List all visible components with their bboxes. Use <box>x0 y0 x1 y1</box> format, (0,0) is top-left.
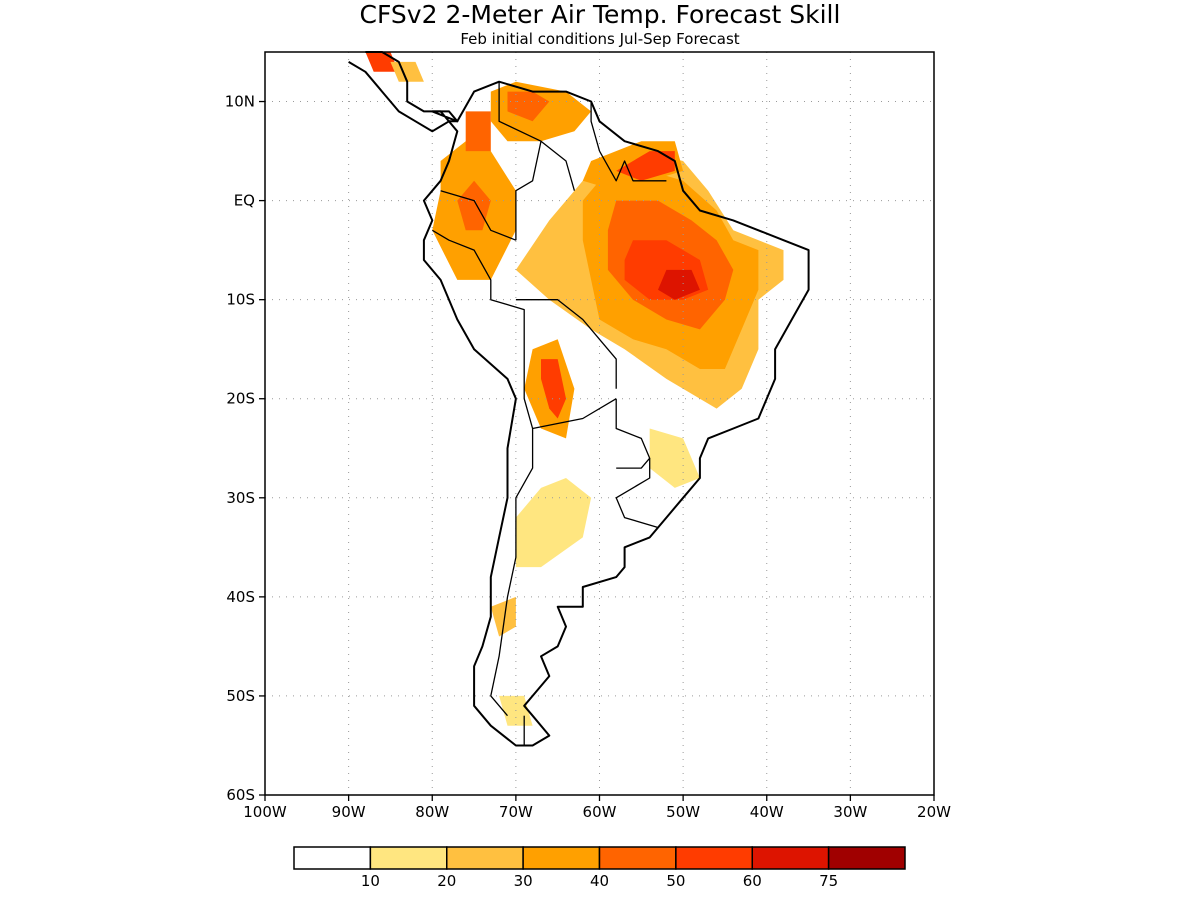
y-tick-label-7: 60S <box>226 786 255 804</box>
skill-region-19 <box>465 111 491 152</box>
border-line-4 <box>440 190 517 241</box>
x-tick-label-2: 80W <box>415 803 449 821</box>
border-line-2 <box>590 101 601 152</box>
legend-swatch-2 <box>446 846 524 870</box>
y-tick-label-3: 20S <box>226 390 255 408</box>
legend-swatch-5 <box>675 846 753 870</box>
legend-label-0: 10 <box>361 872 380 890</box>
central-america-coastline <box>348 51 459 133</box>
legend-swatch-7 <box>827 846 906 870</box>
skill-region-4 <box>658 269 700 300</box>
skill-region-10 <box>507 91 550 122</box>
skill-region-14 <box>649 428 700 488</box>
y-tick-label-5: 40S <box>226 588 255 606</box>
x-tick-label-4: 60W <box>583 803 617 821</box>
x-tick-label-7: 30W <box>833 803 867 821</box>
plot-area <box>264 51 935 796</box>
country-borders <box>431 81 667 746</box>
south-america-coastline <box>422 80 810 747</box>
legend-swatch-6 <box>751 846 830 870</box>
x-tick-label-8: 20W <box>917 803 951 821</box>
skill-region-8 <box>457 180 491 231</box>
color-legend: 10 20 30 40 50 60 75 <box>293 846 906 890</box>
skill-region-12 <box>541 359 566 419</box>
border-line-10 <box>490 428 534 717</box>
legend-swatch-1 <box>369 846 448 870</box>
y-tick-label-1: EQ <box>234 192 255 210</box>
x-tick-label-6: 40W <box>750 803 784 821</box>
skill-region-6 <box>616 151 675 181</box>
map-subtitle: Feb initial conditions Jul-Sep Forecast <box>460 30 739 48</box>
legend-swatch-4 <box>598 846 677 870</box>
legend-label-6: 75 <box>819 872 838 890</box>
skill-region-15 <box>490 596 516 637</box>
legend-label-3: 40 <box>590 872 609 890</box>
x-tick-label-3: 70W <box>499 803 533 821</box>
skill-region-18 <box>390 61 424 82</box>
legend-label-1: 20 <box>437 872 456 890</box>
legend-label-5: 60 <box>743 872 762 890</box>
y-tick-label-2: 10S <box>226 291 255 309</box>
x-axis-ticks: 100W 90W 80W 70W 60W 50W 40W 30W 20W <box>243 795 951 821</box>
legend-swatch-0 <box>293 846 372 870</box>
border-line-6 <box>515 299 617 389</box>
legend-label-4: 50 <box>666 872 685 890</box>
border-line-5 <box>431 229 525 369</box>
y-tick-label-6: 50S <box>226 687 255 705</box>
x-tick-label-0: 100W <box>243 803 287 821</box>
skill-region-13 <box>515 478 592 568</box>
legend-label-2: 30 <box>514 872 533 890</box>
y-tick-label-0: 10N <box>225 93 255 111</box>
map-title: CFSv2 2-Meter Air Temp. Forecast Skill <box>360 0 841 29</box>
coastline <box>348 51 810 747</box>
border-line-8 <box>615 398 651 469</box>
skill-shading-layer <box>365 52 784 726</box>
border-line-9 <box>615 458 659 529</box>
border-line-0 <box>498 81 542 241</box>
gridlines <box>265 52 934 795</box>
border-line-3 <box>598 150 667 182</box>
y-axis-ticks: 10N EQ 10S 20S 30S 40S 50S 60S <box>225 93 265 804</box>
legend-swatch-3 <box>522 846 601 870</box>
x-tick-label-1: 90W <box>332 803 366 821</box>
border-line-1 <box>540 140 576 191</box>
y-tick-label-4: 30S <box>226 489 255 507</box>
x-tick-label-5: 50W <box>666 803 700 821</box>
